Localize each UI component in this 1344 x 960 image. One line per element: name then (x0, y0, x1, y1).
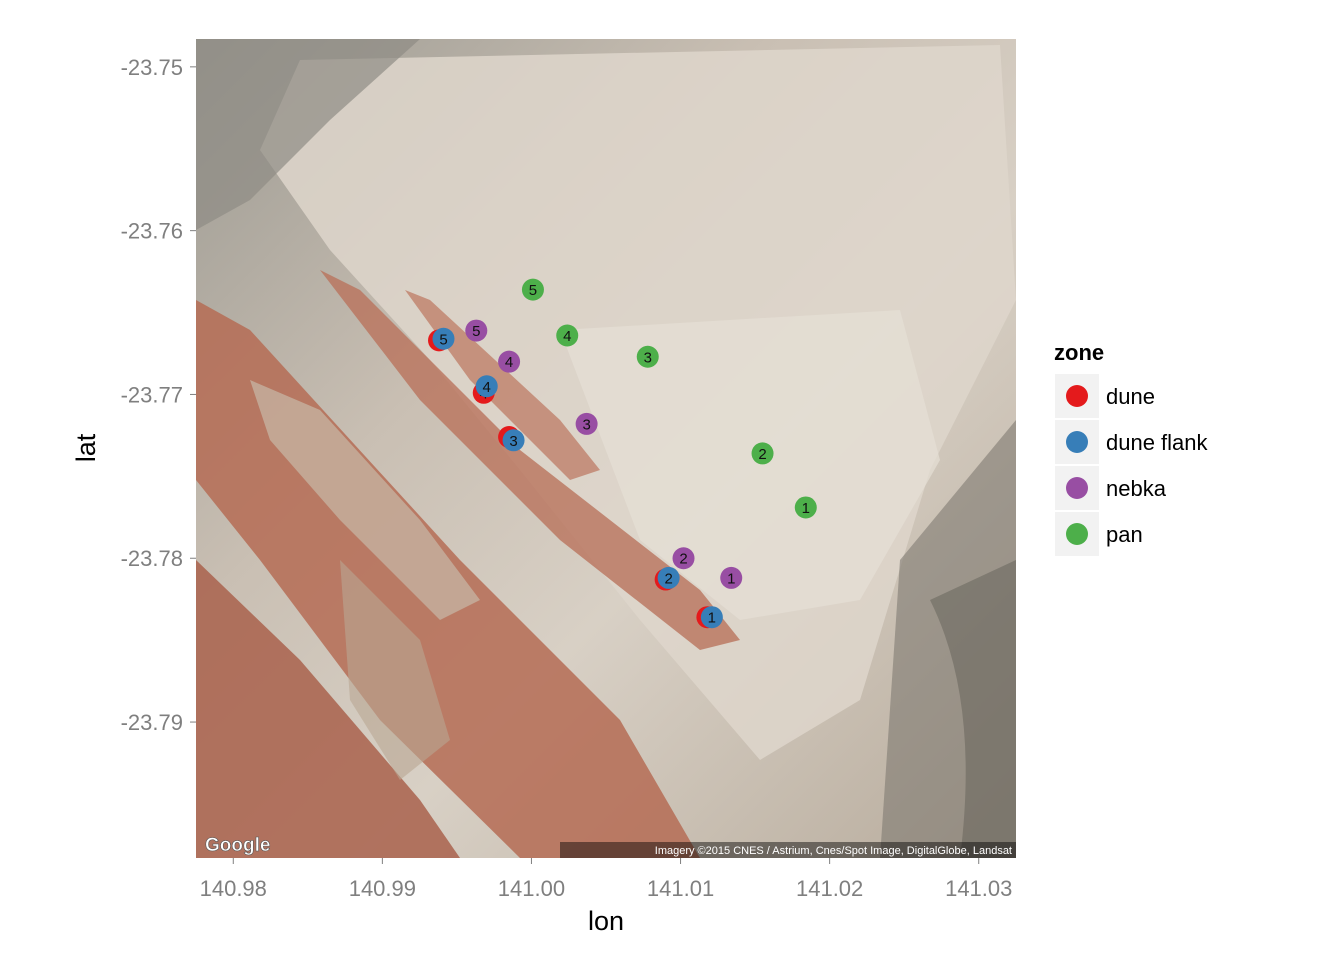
google-logo: Google (205, 835, 270, 856)
point-label: 4 (505, 354, 513, 371)
legend-key (1066, 523, 1088, 545)
point-label: 3 (582, 416, 590, 433)
x-tick-label: 141.00 (498, 876, 565, 901)
data-point (751, 442, 774, 465)
y-tick-label: -23.79 (121, 710, 183, 735)
series-nebka: 1 2 3 4 5 (465, 319, 743, 589)
point-label: 4 (483, 379, 491, 396)
point-label: 1 (727, 570, 735, 587)
data-point (556, 324, 579, 347)
satellite-map-imagery: Imagery ©2015 CNES / Astrium, Cnes/Spot … (196, 39, 1016, 858)
point-label: 5 (529, 282, 537, 299)
y-axis-title: lat (71, 433, 101, 462)
point-label: 4 (563, 328, 571, 345)
legend-key (1066, 431, 1088, 453)
data-point (636, 345, 659, 368)
x-tick-label: 141.03 (945, 876, 1012, 901)
data-point (502, 429, 525, 452)
legend-title: zone (1054, 340, 1104, 365)
legend-key (1066, 477, 1088, 499)
point-label: 5 (472, 323, 480, 340)
x-axis-title: lon (588, 906, 624, 936)
x-tick-label: 140.98 (200, 876, 267, 901)
legend: zone dune dune flank nebka pan (1054, 340, 1209, 556)
legend-label: nebka (1106, 476, 1167, 501)
x-tick-label: 141.01 (647, 876, 714, 901)
data-point (465, 319, 488, 342)
data-point (475, 375, 498, 398)
point-label: 2 (758, 446, 766, 463)
point-label: 3 (644, 349, 652, 366)
series-pan: 1 2 3 4 5 (521, 278, 817, 519)
point-label: 2 (664, 570, 672, 587)
legend-label: dune flank (1106, 430, 1209, 455)
data-point (672, 547, 695, 570)
legend-key (1066, 385, 1088, 407)
data-point (575, 412, 598, 435)
data-points: 12345123451234512345 (428, 278, 817, 629)
x-tick-label: 140.99 (349, 876, 416, 901)
y-tick-label: -23.77 (121, 382, 183, 407)
point-label: 3 (509, 433, 517, 450)
data-point (720, 566, 743, 589)
data-point (432, 327, 455, 350)
y-tick-label: -23.76 (121, 219, 183, 244)
legend-label: dune (1106, 384, 1155, 409)
data-point (657, 566, 680, 589)
data-point (700, 606, 723, 629)
x-tick-label: 141.02 (796, 876, 863, 901)
point-label: 1 (708, 610, 716, 627)
map-attribution: Imagery ©2015 CNES / Astrium, Cnes/Spot … (655, 845, 1012, 857)
point-label: 5 (439, 331, 447, 348)
data-point (498, 350, 521, 373)
y-tick-label: -23.75 (121, 55, 183, 80)
axes: 140.98 140.99 141.00 141.01 141.02 141.03 -23.… (121, 55, 1013, 901)
data-point (794, 496, 817, 519)
y-tick-label: -23.78 (121, 546, 183, 571)
point-label: 1 (802, 500, 810, 517)
point-label: 2 (679, 551, 687, 568)
legend-label: pan (1106, 522, 1143, 547)
data-point (521, 278, 544, 301)
series-dune-flank: 1 2 3 4 5 (432, 327, 723, 629)
